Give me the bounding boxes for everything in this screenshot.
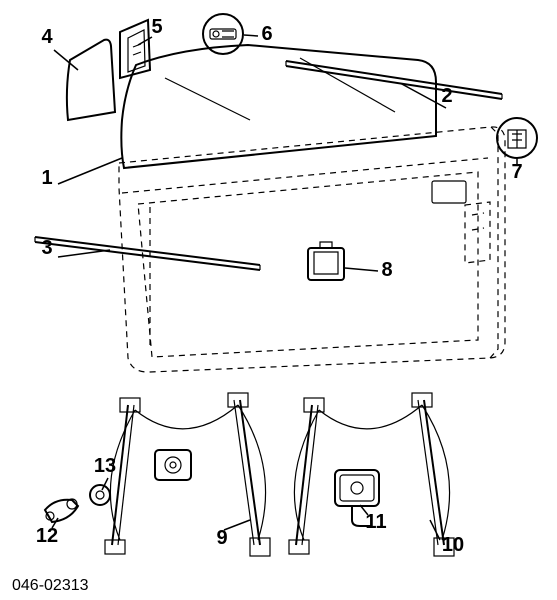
exploded-diagram: 1 2 3 4 5 6 7 8 9 10 11 12 13 046-02313 xyxy=(0,0,557,600)
retaining-clip-detail xyxy=(497,118,537,158)
door-glass xyxy=(121,45,436,168)
label-8: 8 xyxy=(381,259,392,281)
door-handle-cutout xyxy=(432,181,466,203)
label-5: 5 xyxy=(151,16,162,38)
crank-handle xyxy=(45,499,78,522)
label-2: 2 xyxy=(441,85,452,107)
label-3: 3 xyxy=(41,237,52,259)
door-shell xyxy=(119,127,505,372)
label-12: 12 xyxy=(36,525,58,547)
outer-weatherstrip xyxy=(286,61,502,99)
label-4: 4 xyxy=(41,26,53,48)
top-trim-corner xyxy=(120,20,150,78)
inner-weatherstrip xyxy=(35,237,260,270)
crank-escutcheon xyxy=(90,485,110,505)
label-6: 6 xyxy=(261,23,272,45)
label-1: 1 xyxy=(41,167,52,189)
manual-window-regulator xyxy=(105,393,270,556)
glass-clip-detail xyxy=(203,14,243,54)
diagram-reference: 046-02313 xyxy=(12,577,89,594)
glass-guide xyxy=(308,242,344,280)
vent-glass xyxy=(67,40,115,120)
label-10: 10 xyxy=(442,534,464,556)
label-11: 11 xyxy=(365,511,386,533)
label-7: 7 xyxy=(511,161,522,183)
callout-labels: 1 2 3 4 5 6 7 8 9 10 11 12 13 xyxy=(36,16,523,556)
label-13: 13 xyxy=(94,455,116,477)
label-9: 9 xyxy=(216,527,227,549)
